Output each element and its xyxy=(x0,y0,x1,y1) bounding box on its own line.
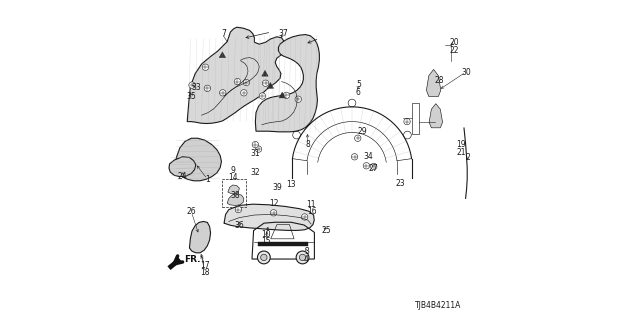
Bar xyxy=(223,179,246,207)
Text: 17: 17 xyxy=(200,261,210,270)
Text: 31: 31 xyxy=(250,149,260,158)
Text: 22: 22 xyxy=(450,46,459,55)
Text: 4: 4 xyxy=(304,255,309,264)
Polygon shape xyxy=(169,157,196,177)
Circle shape xyxy=(301,214,308,220)
Circle shape xyxy=(260,254,267,260)
Polygon shape xyxy=(255,35,319,132)
Circle shape xyxy=(202,64,209,70)
Text: 11: 11 xyxy=(307,200,316,209)
Circle shape xyxy=(351,154,358,160)
Text: 18: 18 xyxy=(200,268,209,277)
Circle shape xyxy=(243,79,250,86)
Text: 9: 9 xyxy=(230,166,236,175)
Text: 16: 16 xyxy=(307,207,317,216)
Text: 24: 24 xyxy=(177,172,188,181)
Circle shape xyxy=(255,146,262,152)
Polygon shape xyxy=(189,221,211,253)
Text: 28: 28 xyxy=(435,76,444,85)
Text: 36: 36 xyxy=(234,221,244,230)
Text: 12: 12 xyxy=(269,199,278,208)
Text: 5: 5 xyxy=(356,80,361,89)
Text: 35: 35 xyxy=(186,92,196,101)
Text: 25: 25 xyxy=(321,226,332,235)
Text: 34: 34 xyxy=(364,152,374,161)
Text: 21: 21 xyxy=(456,148,465,156)
Bar xyxy=(412,103,419,134)
Bar xyxy=(259,242,308,246)
Text: 1: 1 xyxy=(205,175,210,184)
Circle shape xyxy=(259,93,266,99)
Text: FR.: FR. xyxy=(184,255,200,264)
Circle shape xyxy=(296,251,309,264)
Polygon shape xyxy=(426,69,441,97)
Text: 7: 7 xyxy=(221,29,226,38)
Text: 23: 23 xyxy=(396,179,406,188)
Text: 20: 20 xyxy=(449,38,460,47)
Text: 37: 37 xyxy=(278,29,288,38)
Circle shape xyxy=(300,254,306,260)
Circle shape xyxy=(364,163,370,169)
Polygon shape xyxy=(219,52,226,58)
Circle shape xyxy=(204,85,211,92)
Circle shape xyxy=(271,210,277,216)
Text: 29: 29 xyxy=(357,127,367,136)
Polygon shape xyxy=(228,185,239,194)
Text: 27: 27 xyxy=(369,164,379,172)
Polygon shape xyxy=(268,83,274,88)
Text: 30: 30 xyxy=(461,68,471,76)
Text: 38: 38 xyxy=(230,191,240,200)
Circle shape xyxy=(404,118,410,125)
Text: 8: 8 xyxy=(305,140,310,149)
Circle shape xyxy=(234,78,241,85)
Text: 6: 6 xyxy=(356,88,361,97)
Circle shape xyxy=(241,90,247,96)
Circle shape xyxy=(295,96,301,102)
Text: 33: 33 xyxy=(191,83,201,92)
Text: 15: 15 xyxy=(261,237,271,246)
Text: 14: 14 xyxy=(228,173,238,182)
Polygon shape xyxy=(174,138,221,181)
Text: TJB4B4211A: TJB4B4211A xyxy=(415,301,461,310)
Text: 10: 10 xyxy=(261,230,271,239)
Polygon shape xyxy=(429,104,443,128)
Polygon shape xyxy=(227,194,244,205)
Circle shape xyxy=(262,80,269,86)
Text: 26: 26 xyxy=(186,207,196,216)
Circle shape xyxy=(257,251,270,264)
Text: 2: 2 xyxy=(465,153,470,162)
Circle shape xyxy=(189,82,195,88)
Polygon shape xyxy=(262,70,268,76)
Polygon shape xyxy=(187,27,285,124)
Text: 19: 19 xyxy=(456,140,466,149)
Text: 39: 39 xyxy=(273,183,283,192)
Circle shape xyxy=(355,135,361,141)
Polygon shape xyxy=(279,92,285,98)
Text: 3: 3 xyxy=(304,247,309,256)
Circle shape xyxy=(236,206,242,213)
Circle shape xyxy=(283,92,289,99)
Polygon shape xyxy=(224,204,314,230)
Circle shape xyxy=(371,163,377,170)
Circle shape xyxy=(220,90,226,96)
Text: 32: 32 xyxy=(250,168,260,177)
Text: 13: 13 xyxy=(285,180,296,188)
Circle shape xyxy=(252,141,259,148)
